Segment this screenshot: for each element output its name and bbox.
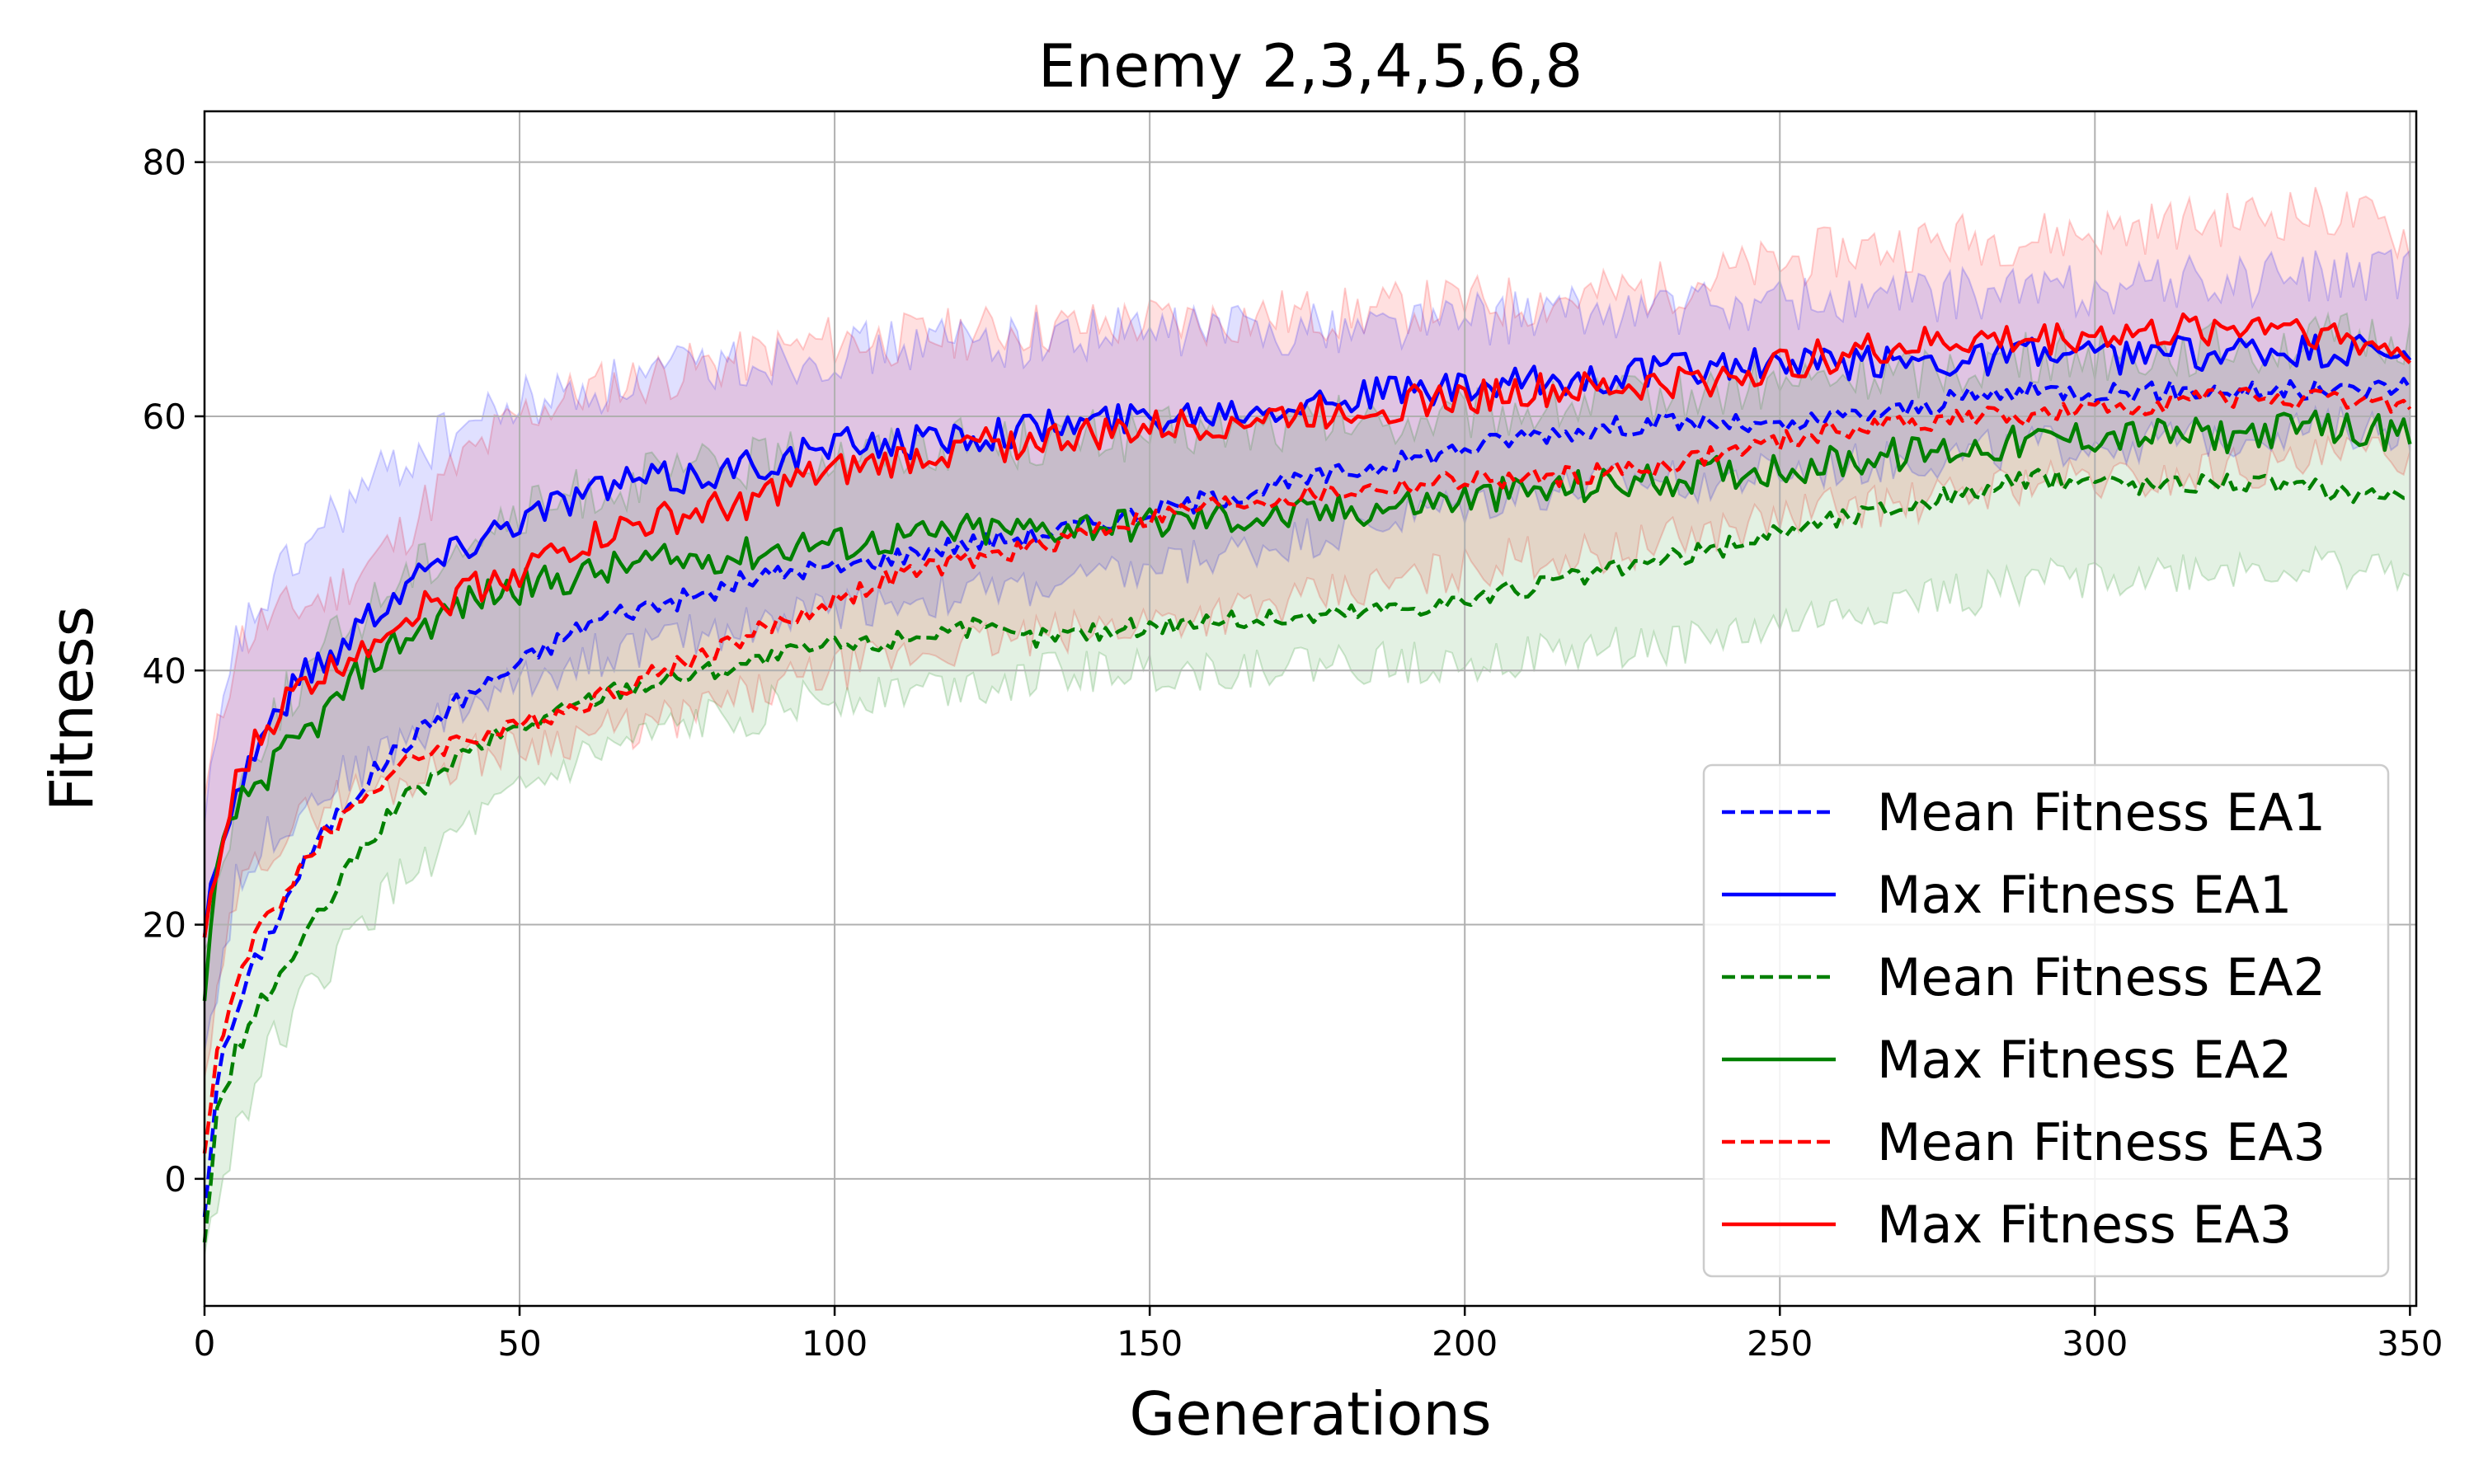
x-tick-label: 150 (1117, 1323, 1183, 1364)
legend-label: Max Fitness EA2 (1877, 1030, 2292, 1090)
x-tick-label: 200 (1432, 1323, 1498, 1364)
y-axis-ticks: 0 20 40 60 80 (143, 143, 205, 1200)
y-tick-label: 20 (143, 905, 186, 946)
legend-label: Max Fitness EA3 (1877, 1195, 2292, 1255)
y-tick-label: 60 (143, 397, 186, 437)
data-series (202, 312, 2412, 1243)
y-tick-label: 80 (143, 143, 186, 183)
legend-label: Max Fitness EA1 (1877, 865, 2292, 925)
x-axis-label: Generations (1129, 1379, 1491, 1449)
x-tick-label: 50 (497, 1323, 541, 1364)
legend-label: Mean Fitness EA2 (1877, 947, 2326, 1007)
x-tick-label: 100 (802, 1323, 868, 1364)
legend: Mean Fitness EA1 Max Fitness EA1 Mean Fitn… (1702, 763, 2390, 1278)
chart-title: Enemy 2,3,4,5,6,8 (1038, 31, 1583, 101)
y-axis-label: Fitness (37, 606, 106, 811)
series-line (202, 333, 2412, 938)
series-line (202, 409, 2412, 1002)
series-line (202, 387, 2412, 1154)
x-tick-label: 0 (194, 1323, 216, 1364)
legend-label: Mean Fitness EA3 (1877, 1112, 2326, 1172)
confidence-bands (204, 186, 2411, 1256)
series-line (202, 312, 2411, 938)
x-axis-ticks: 0 50 100 150 200 250 300 350 (194, 1306, 2443, 1364)
y-tick-label: 0 (164, 1159, 186, 1200)
plot-frame (203, 110, 2418, 1308)
series-line (202, 377, 2412, 1218)
x-tick-label: 300 (2062, 1323, 2128, 1364)
x-tick-label: 350 (2377, 1323, 2443, 1364)
x-tick-label: 250 (1747, 1323, 1813, 1364)
legend-label: Mean Fitness EA1 (1877, 782, 2326, 843)
legend-box (1702, 763, 2390, 1278)
y-tick-label: 40 (143, 650, 186, 691)
